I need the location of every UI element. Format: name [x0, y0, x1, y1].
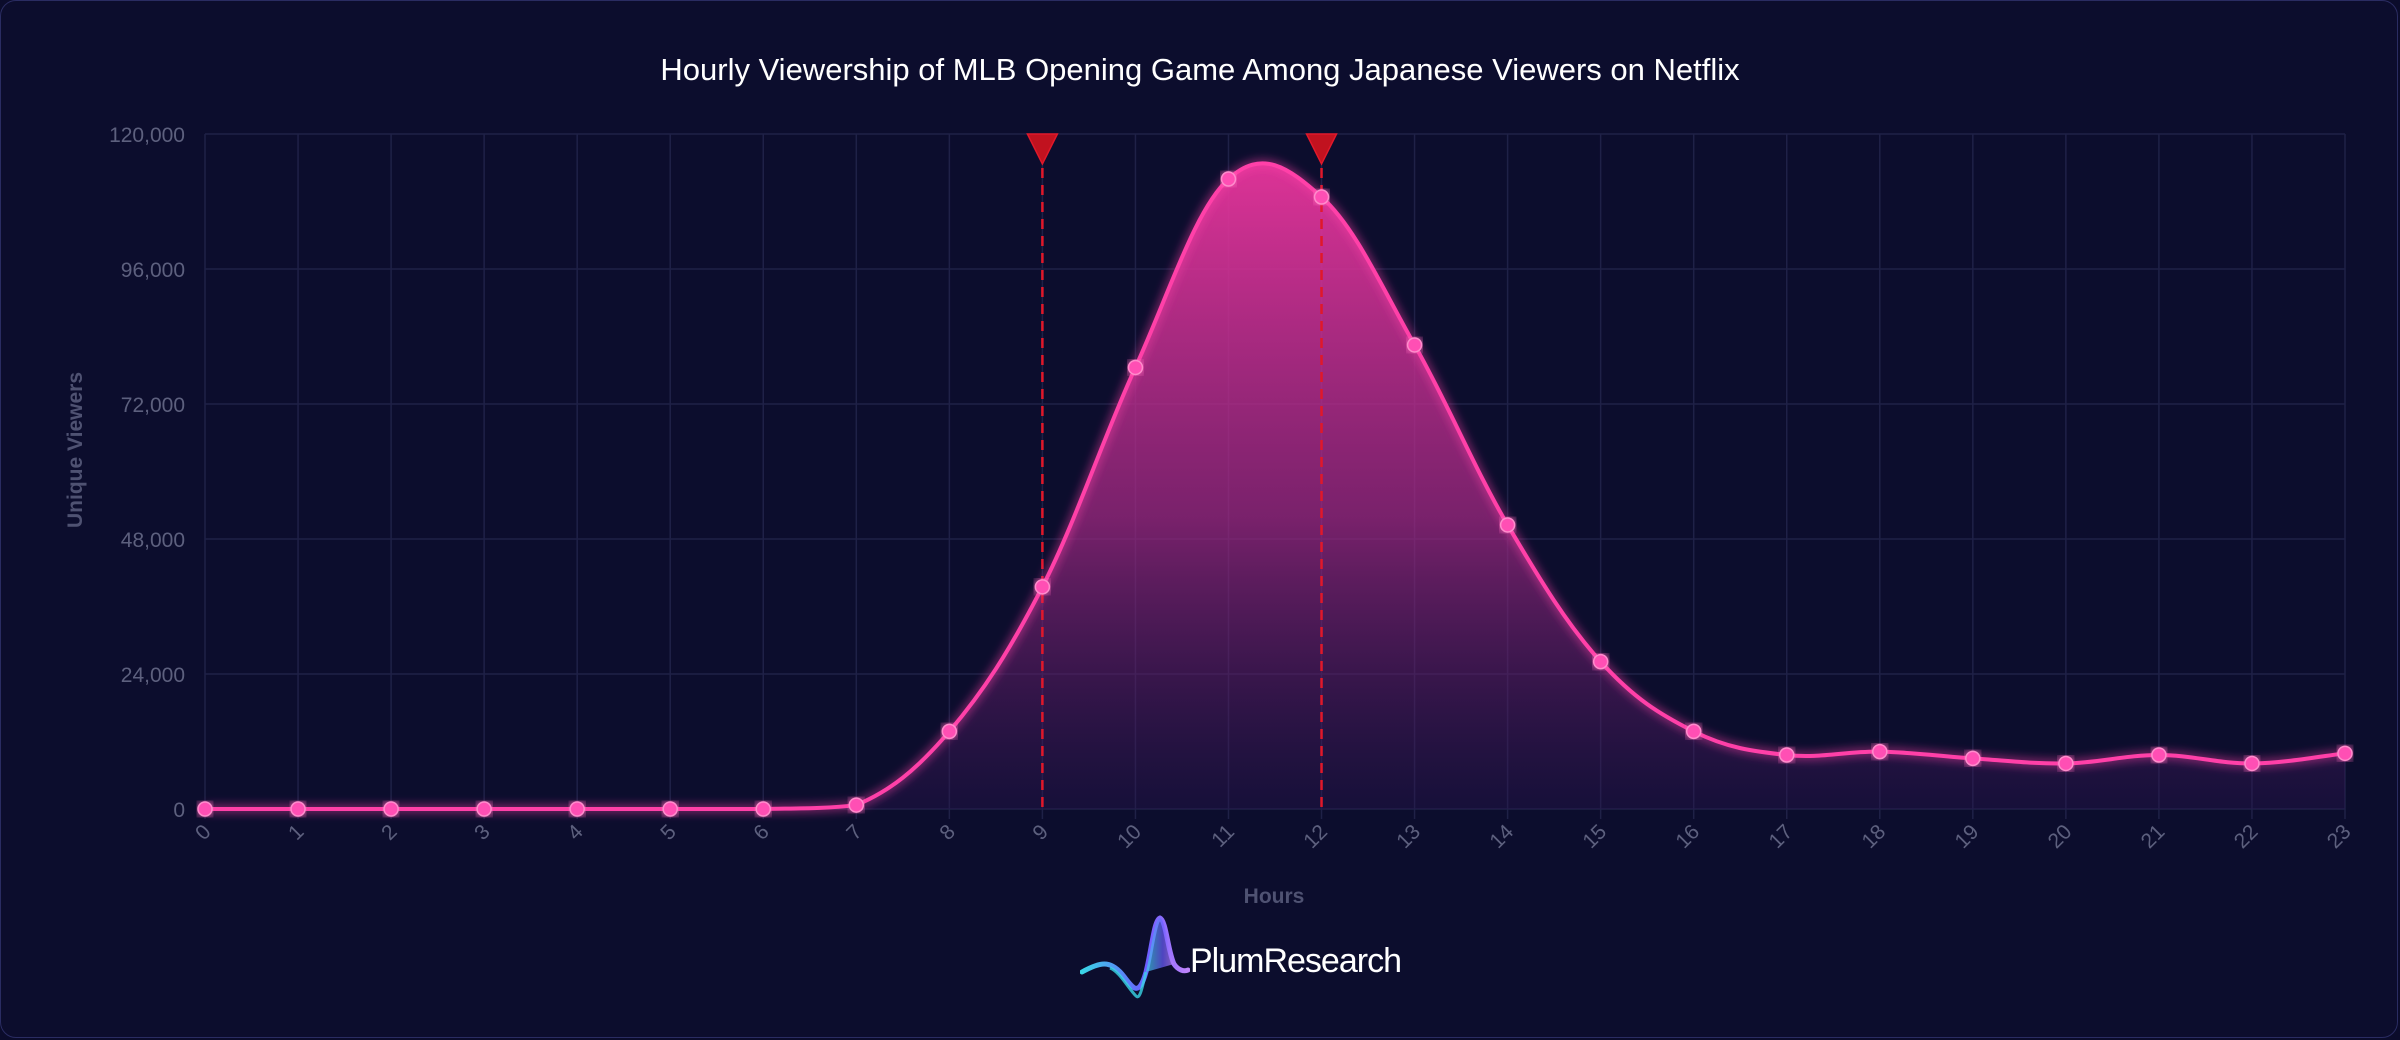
data-point[interactable] — [1406, 337, 1423, 353]
x-tick-label: 6 — [749, 820, 774, 845]
data-point[interactable] — [1965, 750, 1981, 767]
x-tick-label: 23 — [2323, 820, 2356, 853]
data-points — [197, 171, 2353, 817]
y-tick-label: 72,000 — [121, 394, 185, 417]
y-tick-label: 96,000 — [121, 259, 185, 282]
data-point[interactable] — [476, 801, 492, 817]
series-line — [205, 161, 2346, 812]
series-line-group — [205, 161, 2346, 812]
x-tick-label: 18 — [1858, 820, 1891, 853]
y-axis-label: Unique Viewers — [64, 372, 87, 528]
y-tick-label: 0 — [173, 799, 185, 822]
x-axis-ticks: 0 1 2 3 4 5 6 7 8 9 10 11 12 13 14 15 16 17 18 19 20 21 22 23 — [191, 820, 2356, 853]
data-point[interactable] — [569, 801, 585, 817]
data-point[interactable] — [2244, 755, 2260, 772]
data-point[interactable] — [941, 723, 958, 740]
x-tick-label: 10 — [1113, 820, 1146, 853]
data-point[interactable] — [1592, 653, 1609, 670]
x-tick-label: 7 — [842, 820, 867, 845]
brand-logo: PlumResearch — [1079, 912, 1402, 1004]
data-point[interactable] — [1313, 189, 1330, 205]
data-point[interactable] — [1778, 747, 1795, 763]
x-axis-label: Hours — [1244, 885, 1305, 908]
data-point[interactable] — [1872, 743, 1888, 760]
data-point[interactable] — [1034, 579, 1051, 595]
x-tick-label: 17 — [1764, 820, 1797, 853]
chart-title: Hourly Viewership of MLB Opening Game Am… — [660, 52, 1740, 87]
x-tick-label: 21 — [2137, 820, 2170, 853]
x-tick-label: 9 — [1028, 820, 1053, 845]
data-point[interactable] — [1127, 359, 1144, 376]
data-point[interactable] — [848, 797, 865, 813]
y-tick-label: 24,000 — [121, 664, 185, 687]
y-tick-label: 48,000 — [121, 529, 185, 552]
event-marker-triangle — [1305, 133, 1338, 166]
wave-logo-icon — [1079, 915, 1191, 999]
data-point[interactable] — [662, 801, 678, 817]
data-point[interactable] — [755, 801, 772, 817]
data-point[interactable] — [2337, 745, 2353, 762]
brand-name: PlumResearch — [1190, 942, 1402, 980]
x-tick-label: 20 — [2044, 820, 2077, 853]
event-marker-triangle — [1026, 133, 1059, 166]
x-tick-label: 0 — [191, 820, 216, 845]
x-tick-label: 1 — [284, 820, 309, 845]
y-axis-ticks: 0 24,000 48,000 72,000 96,000 120,000 — [109, 124, 185, 822]
area-fill — [205, 163, 2345, 809]
x-tick-label: 13 — [1392, 820, 1425, 853]
x-tick-label: 15 — [1578, 820, 1611, 853]
data-point[interactable] — [383, 801, 399, 817]
x-tick-label: 5 — [656, 820, 681, 845]
data-point[interactable] — [1499, 517, 1516, 533]
data-point[interactable] — [290, 801, 306, 817]
x-tick-label: 3 — [470, 820, 495, 845]
y-tick-label: 120,000 — [109, 124, 185, 147]
x-tick-label: 14 — [1485, 820, 1518, 853]
data-point[interactable] — [2151, 747, 2167, 763]
x-tick-label: 11 — [1207, 820, 1239, 852]
x-tick-label: 4 — [563, 820, 588, 845]
x-tick-label: 8 — [935, 820, 960, 845]
data-point[interactable] — [197, 801, 213, 817]
x-tick-label: 16 — [1671, 820, 1704, 853]
x-tick-label: 12 — [1299, 820, 1332, 853]
x-tick-label: 22 — [2230, 820, 2263, 853]
x-tick-label: 2 — [377, 820, 402, 845]
data-point[interactable] — [1685, 723, 1702, 740]
data-point[interactable] — [2058, 755, 2074, 772]
event-markers — [1026, 133, 1338, 809]
data-point[interactable] — [1220, 171, 1237, 187]
x-tick-label: 19 — [1951, 820, 1984, 853]
area-shape — [205, 163, 2345, 809]
